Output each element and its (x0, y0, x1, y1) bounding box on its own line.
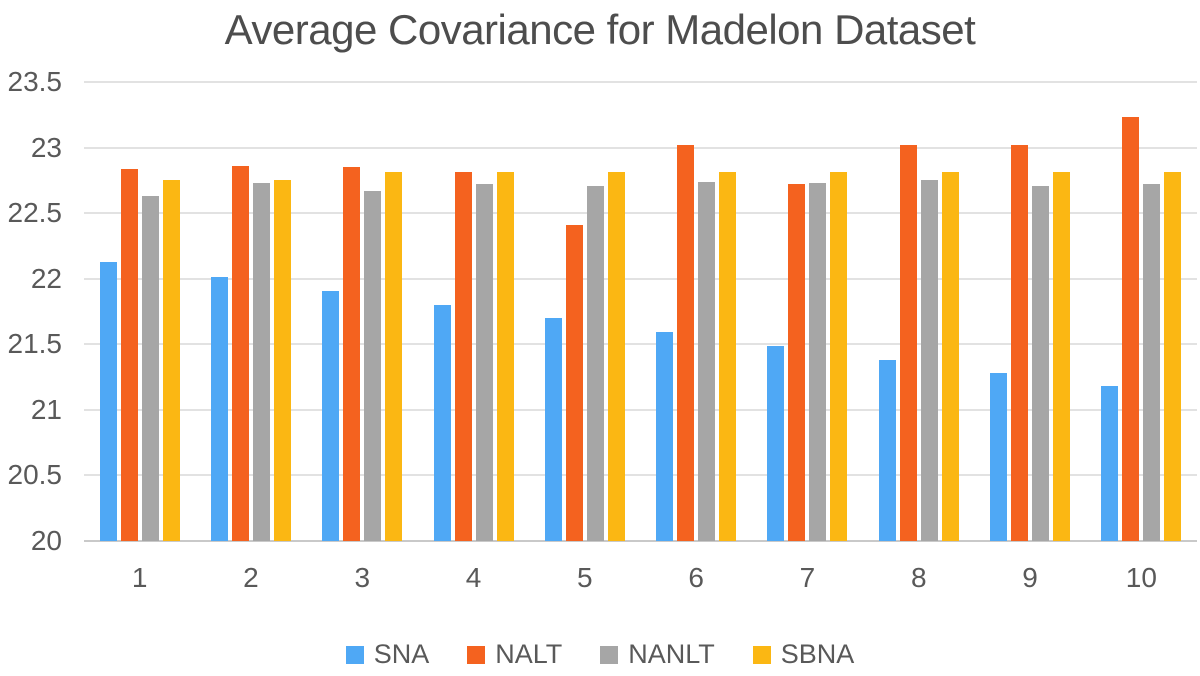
legend-swatch-icon (752, 645, 771, 664)
x-tick-label: 1 (131, 562, 148, 593)
bar-sna-1 (99, 261, 117, 541)
bar-nalt-1 (120, 168, 138, 541)
bar-sna-7 (767, 345, 785, 541)
bar-nalt-8 (899, 144, 917, 541)
bar-sbna-9 (1053, 172, 1071, 541)
bar-nanlt-10 (1143, 184, 1161, 541)
legend-label: SNA (373, 639, 430, 669)
bar-nalt-3 (343, 167, 361, 541)
y-tick-label: 20.5 (7, 459, 63, 491)
legend-label: NALT (495, 639, 563, 669)
bar-sbna-1 (162, 180, 180, 541)
bar-nalt-10 (1122, 117, 1140, 541)
legend-swatch-icon (345, 645, 364, 664)
gridline (84, 343, 1197, 346)
legend-item-sbna: SBNA (752, 639, 855, 669)
y-tick-label: 22 (30, 262, 62, 294)
bar-nanlt-7 (809, 182, 827, 541)
bar-sna-4 (433, 304, 451, 541)
y-tick-label: 21.5 (7, 328, 63, 360)
legend-label: SBNA (780, 639, 855, 669)
y-tick-label: 23 (30, 131, 62, 163)
bar-sna-8 (878, 360, 896, 541)
bar-nalt-5 (565, 224, 583, 541)
bar-sna-2 (210, 277, 228, 541)
bar-sbna-5 (607, 172, 625, 541)
y-tick-label: 20 (30, 525, 62, 556)
bar-sna-5 (544, 318, 562, 541)
bar-sbna-6 (719, 172, 737, 541)
bar-nanlt-2 (252, 182, 270, 541)
bar-sbna-7 (830, 172, 848, 541)
legend-item-nalt: NALT (467, 641, 562, 668)
bar-sna-10 (1101, 386, 1119, 541)
bar-nanlt-3 (364, 190, 382, 541)
x-tick-label: 2 (243, 562, 259, 593)
bar-nanlt-6 (698, 181, 716, 541)
bar-sbna-3 (385, 172, 403, 541)
bar-sbna-10 (1164, 172, 1182, 541)
x-tick-label: 6 (688, 562, 704, 593)
chart-title: Average Covariance for Madelon Dataset (224, 6, 976, 53)
x-axis-line (84, 540, 1197, 542)
bar-nanlt-1 (141, 196, 159, 541)
legend-label: NANLT (628, 639, 715, 669)
x-tick-label: 7 (799, 562, 816, 593)
legend-swatch-icon (467, 645, 486, 664)
bar-sna-6 (656, 332, 674, 541)
bar-nanlt-4 (475, 184, 493, 541)
x-tick-label: 9 (1022, 562, 1038, 593)
y-tick-label: 21 (30, 393, 62, 425)
gridline (84, 474, 1197, 477)
x-tick-label: 3 (354, 562, 371, 593)
legend-swatch-icon (600, 645, 619, 664)
bar-nanlt-9 (1032, 185, 1050, 541)
bar-sbna-4 (496, 172, 514, 541)
legend-item-nanlt: NANLT (600, 641, 715, 668)
x-tick-label: 10 (1125, 562, 1157, 593)
bar-nalt-2 (231, 165, 249, 541)
bar-nalt-7 (788, 184, 806, 541)
legend-item-sna: SNA (345, 639, 430, 669)
bar-nanlt-8 (920, 180, 938, 541)
y-tick-label: 23.5 (7, 66, 63, 97)
gridline (84, 81, 1197, 83)
x-tick-label: 4 (465, 562, 482, 593)
bar-nalt-9 (1011, 144, 1029, 541)
bar-sna-3 (322, 290, 340, 541)
bar-nanlt-5 (586, 185, 604, 541)
bar-sbna-2 (273, 180, 291, 541)
gridline (84, 408, 1197, 411)
bar-sbna-8 (941, 172, 959, 541)
bar-nalt-4 (454, 172, 472, 541)
gridline (84, 212, 1197, 215)
gridline (84, 277, 1197, 280)
bar-nalt-6 (677, 144, 695, 541)
legend: SNA NALT NANLT SBNA (0, 641, 1200, 668)
x-tick-label: 8 (910, 562, 927, 593)
y-tick-label: 22.5 (7, 197, 63, 229)
x-tick-label: 5 (577, 562, 593, 593)
gridline (84, 146, 1197, 149)
bar-sna-9 (990, 373, 1008, 541)
